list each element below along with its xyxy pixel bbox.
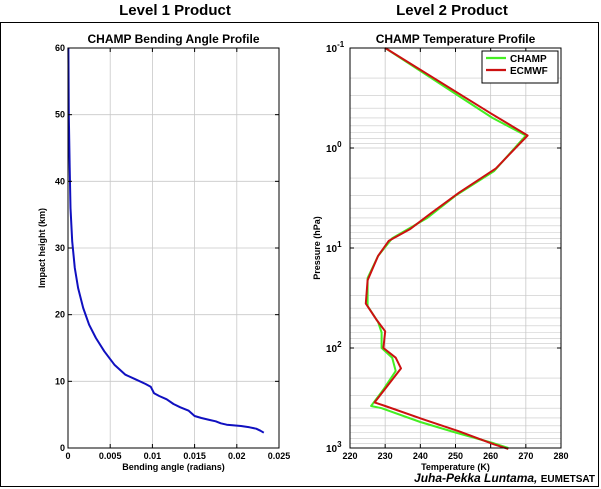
x-tick-label: 0.01	[144, 451, 162, 461]
chart-title: CHAMP Bending Angle Profile	[87, 32, 259, 46]
x-tick-label: 0.025	[268, 451, 291, 461]
y-tick-label: 0	[60, 443, 65, 453]
x-tick-label: 0.015	[183, 451, 206, 461]
credit-org: EUMETSAT	[540, 474, 595, 485]
x-tick-label: 220	[342, 451, 357, 461]
y-tick-label: 103	[326, 440, 342, 455]
x-tick-label: 0.005	[99, 451, 122, 461]
series-line-ecmwf	[364, 47, 529, 450]
y-axis-label: Pressure (hPa)	[312, 216, 322, 280]
y-tick-label: 50	[55, 110, 65, 120]
y-tick-label: 10-1	[326, 40, 345, 55]
legend-label-ecmwf: ECMWF	[510, 66, 548, 77]
y-tick-label: 101	[326, 240, 342, 255]
plot-2: 220 230 240 250 260 270 280 10-1 100 101 102 103 CHA…	[312, 32, 569, 472]
chart-title: CHAMP Temperature Profile	[376, 32, 536, 46]
x-tick-label: 240	[413, 451, 428, 461]
x-tick-label: 250	[448, 451, 463, 461]
left-panel-heading: Level 1 Product	[119, 2, 231, 19]
x-tick-label: 0	[65, 451, 70, 461]
y-tick-label: 60	[55, 43, 65, 53]
legend-label-champ: CHAMP	[510, 54, 547, 65]
y-tick-label: 10	[55, 376, 65, 386]
y-axis-label: Impact height (km)	[37, 208, 47, 288]
legend-box	[481, 50, 559, 84]
y-tick-label: 40	[55, 176, 65, 186]
figure-frame	[0, 22, 599, 487]
plot-1: 0 0.005 0.01 0.015 0.02 0.025 0 10 20 30 40 50 60 CHA…	[37, 32, 290, 472]
x-axis-label: Bending angle (radians)	[122, 462, 225, 472]
x-tick-label: 260	[483, 451, 498, 461]
right-panel-heading: Level 2 Product	[396, 2, 508, 19]
y-tick-label: 20	[55, 310, 65, 320]
x-axis-label: Temperature (K)	[421, 462, 490, 472]
x-tick-label: 0.02	[228, 451, 246, 461]
y-tick-label: 102	[326, 340, 342, 355]
x-tick-label: 230	[378, 451, 393, 461]
y-tick-label: 100	[326, 140, 342, 155]
credit-line: Juha-Pekka Luntama, EUMETSAT	[414, 471, 595, 485]
y-tick-label: 30	[55, 243, 65, 253]
x-tick-label: 280	[553, 451, 568, 461]
series-line-1	[67, 47, 265, 434]
x-tick-label: 270	[518, 451, 533, 461]
credit-name: Juha-Pekka Luntama,	[414, 471, 538, 485]
